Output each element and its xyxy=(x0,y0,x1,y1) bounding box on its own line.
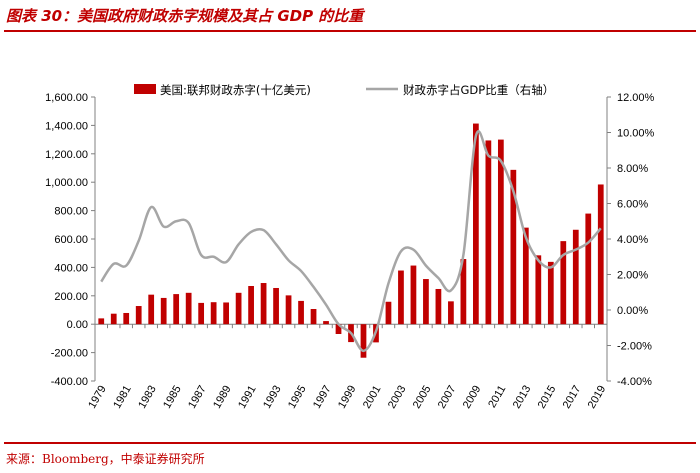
x-tick-label: 1981 xyxy=(111,384,134,411)
source-rule xyxy=(4,442,696,444)
bar xyxy=(360,324,367,358)
y2-tick-label: 0.00% xyxy=(617,305,648,317)
bar xyxy=(385,301,392,325)
bar xyxy=(148,294,155,325)
x-tick-label: 1983 xyxy=(136,384,159,411)
y-tick-label: 1,000.00 xyxy=(45,177,88,189)
bar xyxy=(460,259,467,325)
x-tick-label: 1979 xyxy=(86,384,109,411)
bar xyxy=(185,292,192,325)
x-tick-label: 1995 xyxy=(286,384,309,411)
x-tick-label: 1991 xyxy=(236,384,259,411)
legend-line-label: 财政赤字占GDP比重（右轴） xyxy=(403,83,554,97)
bar xyxy=(310,309,317,325)
bar xyxy=(497,139,504,325)
y-tick-label: 600.00 xyxy=(54,234,88,246)
x-tick-label: 1987 xyxy=(186,384,209,411)
figure-title: 图表 30：美国政府财政赤字规模及其占 GDP 的比重 xyxy=(6,7,364,25)
bar xyxy=(585,213,592,325)
y-tick-label: 800.00 xyxy=(54,206,88,218)
bar xyxy=(123,312,130,325)
deficit-gdp-line xyxy=(100,130,602,353)
y2-tick-label: 8.00% xyxy=(617,163,648,175)
x-tick-label: 2009 xyxy=(461,384,484,411)
bar xyxy=(160,297,167,325)
bar xyxy=(510,169,517,325)
bar xyxy=(298,300,304,325)
y2-tick-label: 12.00% xyxy=(617,92,655,104)
bar xyxy=(522,227,529,325)
x-tick-label: 2013 xyxy=(511,384,534,411)
y-tick-label: 1,200.00 xyxy=(45,149,88,161)
y-tick-label: 200.00 xyxy=(54,291,88,303)
x-tick-label: 2001 xyxy=(361,384,384,411)
y2-tick-label: 4.00% xyxy=(617,234,648,246)
bar xyxy=(398,270,404,325)
bar xyxy=(198,302,205,325)
x-tick-label: 1985 xyxy=(161,384,184,411)
y-tick-label: 1,400.00 xyxy=(45,120,88,132)
bar xyxy=(423,279,429,325)
y-tick-label: 0.00 xyxy=(67,319,88,331)
y-tick-label: 1,600.00 xyxy=(45,92,88,104)
y2-tick-label: 10.00% xyxy=(617,128,655,140)
x-tick-label: 2007 xyxy=(436,384,459,411)
title-rule xyxy=(4,30,696,32)
bar xyxy=(210,302,217,325)
legend-bar-swatch xyxy=(134,84,156,94)
bar xyxy=(260,283,267,325)
bar xyxy=(410,265,417,325)
bar xyxy=(273,287,279,325)
x-tick-label: 2015 xyxy=(536,384,559,411)
bar xyxy=(473,123,479,325)
x-tick-label: 2011 xyxy=(486,383,508,409)
y-tick-label: -400.00 xyxy=(51,376,88,388)
bar xyxy=(173,294,180,325)
x-tick-label: 1993 xyxy=(261,384,284,411)
x-tick-label: 2017 xyxy=(561,384,584,411)
bar xyxy=(323,321,329,325)
bar xyxy=(285,295,292,325)
figure-source: 来源：Bloomberg，中泰证券研究所 xyxy=(6,452,205,466)
y2-tick-label: 6.00% xyxy=(617,199,648,211)
x-tick-label: 2005 xyxy=(411,384,434,411)
legend-bar-label: 美国:联邦财政赤字(十亿美元) xyxy=(160,83,311,97)
bar xyxy=(110,313,117,325)
y-tick-label: -200.00 xyxy=(51,348,88,360)
x-tick-label: 2003 xyxy=(386,384,409,411)
bar xyxy=(98,318,105,325)
y2-tick-label: 2.00% xyxy=(617,270,648,282)
bar xyxy=(485,140,492,325)
x-tick-label: 1989 xyxy=(211,384,234,411)
bar xyxy=(535,255,542,325)
bar xyxy=(560,241,567,325)
x-tick-label: 1999 xyxy=(336,384,359,411)
bar xyxy=(448,301,454,325)
bar xyxy=(335,324,342,334)
y2-tick-label: -4.00% xyxy=(617,376,652,388)
bar xyxy=(223,302,229,325)
x-tick-label: 2019 xyxy=(586,384,609,411)
chart-legend: 美国:联邦财政赤字(十亿美元) 财政赤字占GDP比重（右轴） xyxy=(134,83,554,97)
x-tick-label: 1997 xyxy=(311,384,334,411)
y-tick-label: 400.00 xyxy=(54,262,88,274)
bar xyxy=(572,229,579,325)
bar xyxy=(547,261,554,325)
bar xyxy=(235,292,242,325)
y2-tick-label: -2.00% xyxy=(617,341,652,353)
bar xyxy=(248,286,254,325)
chart-line xyxy=(100,130,602,353)
bar xyxy=(435,288,442,325)
bar xyxy=(135,306,142,325)
bar xyxy=(597,184,604,325)
